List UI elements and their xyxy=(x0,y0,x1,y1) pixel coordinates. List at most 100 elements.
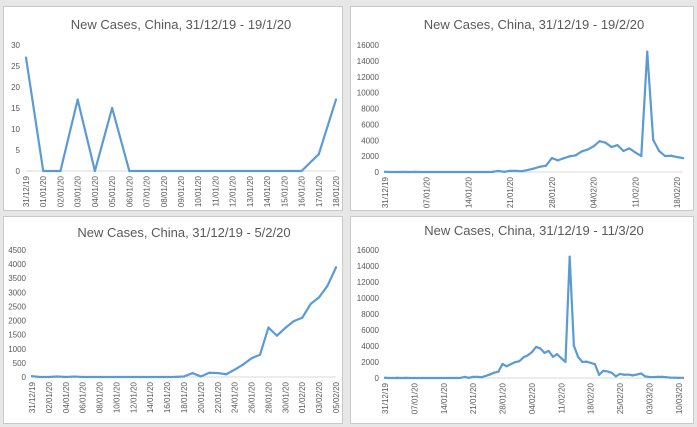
series-line xyxy=(383,50,685,174)
data-point xyxy=(597,373,601,376)
data-point xyxy=(532,167,536,170)
data-point xyxy=(560,357,563,360)
y-tick-label: 8000 xyxy=(361,310,379,319)
y-tick-label: 1000 xyxy=(8,345,26,354)
data-point xyxy=(214,169,217,173)
chart-title: New Cases, China, 31/12/19 - 19/2/20 xyxy=(424,17,644,32)
data-point xyxy=(503,170,506,173)
data-point xyxy=(530,351,533,354)
data-point xyxy=(451,376,454,380)
data-point xyxy=(593,362,596,366)
y-tick-label: 2000 xyxy=(8,317,26,326)
data-point xyxy=(248,169,251,173)
data-point xyxy=(233,368,236,371)
data-point xyxy=(669,154,673,157)
data-point xyxy=(421,376,424,380)
data-point xyxy=(568,255,571,258)
data-point xyxy=(166,375,169,379)
data-point xyxy=(90,375,93,379)
x-tick-label: 10/03/20 xyxy=(675,382,684,414)
y-tick-label: 4500 xyxy=(8,246,26,255)
data-point xyxy=(455,170,458,174)
x-tick-label: 07/01/20 xyxy=(423,176,432,208)
x-tick-label: 03/01/20 xyxy=(74,175,83,207)
x-tick-label: 15/01/20 xyxy=(280,175,289,207)
y-tick-label: 0 xyxy=(375,374,380,383)
data-point xyxy=(388,376,391,380)
data-point xyxy=(123,375,126,379)
y-tick-label: 16000 xyxy=(357,41,380,50)
data-point xyxy=(640,154,643,158)
x-tick-label: 31/12/19 xyxy=(381,382,390,414)
x-tick-label: 11/02/20 xyxy=(557,382,566,413)
data-point xyxy=(677,376,680,379)
y-tick-label: 2500 xyxy=(8,302,26,311)
data-point xyxy=(526,354,529,357)
y-tick-label: 3500 xyxy=(8,274,26,283)
data-point xyxy=(284,326,287,329)
data-point xyxy=(628,147,631,150)
series-line xyxy=(383,255,685,380)
x-tick-label: 01/02/20 xyxy=(298,381,307,413)
data-point xyxy=(30,375,34,378)
data-point xyxy=(39,375,42,379)
data-point xyxy=(446,376,450,380)
data-point xyxy=(473,170,476,174)
data-point xyxy=(225,373,228,376)
data-point xyxy=(509,362,513,366)
data-point xyxy=(618,372,622,376)
y-tick-label: 500 xyxy=(13,359,27,368)
data-point xyxy=(576,355,580,358)
data-point xyxy=(646,50,649,53)
data-point xyxy=(652,138,655,141)
data-point xyxy=(300,169,303,173)
data-point xyxy=(631,374,634,377)
data-point xyxy=(598,140,601,143)
data-point xyxy=(326,284,329,287)
data-point xyxy=(616,144,619,147)
chart-panel-3: New Cases, China, 31/12/19 - 5/2/20 0 500 1… xyxy=(3,216,343,424)
data-point xyxy=(115,375,118,379)
data-point xyxy=(437,170,440,174)
data-point xyxy=(396,376,399,379)
data-point xyxy=(467,376,471,379)
data-point xyxy=(515,169,518,172)
x-tick-label: 24/01/20 xyxy=(231,381,240,413)
data-point xyxy=(443,170,446,174)
data-point xyxy=(656,375,659,378)
data-point xyxy=(581,360,584,364)
data-point xyxy=(409,376,412,380)
data-point xyxy=(434,376,437,380)
chart-title: New Cases, China, 31/12/19 - 11/3/20 xyxy=(424,223,643,238)
data-point xyxy=(572,344,575,347)
x-tick-label: 31/12/19 xyxy=(28,381,37,413)
x-tick-label: 09/01/20 xyxy=(177,175,186,207)
x-tick-label: 20/01/20 xyxy=(197,381,206,413)
data-point xyxy=(488,373,492,376)
line-chart-3: New Cases, China, 31/12/19 - 5/2/20 0 500 1… xyxy=(8,225,341,413)
data-point xyxy=(673,376,676,379)
y-tick-label: 30 xyxy=(11,41,20,50)
data-point xyxy=(47,375,50,379)
x-tick-label: 25/02/20 xyxy=(616,382,625,414)
data-point xyxy=(431,170,434,174)
y-tick-label: 6000 xyxy=(361,326,379,335)
y-tick-label: 2000 xyxy=(361,358,379,367)
y-tick-label: 0 xyxy=(16,167,21,176)
data-point xyxy=(145,169,148,173)
x-tick-label: 26/01/20 xyxy=(248,381,257,413)
data-point xyxy=(81,375,84,379)
x-tick-label: 14/01/20 xyxy=(263,175,272,207)
data-point xyxy=(111,106,114,110)
data-point xyxy=(407,170,410,174)
data-point xyxy=(59,169,62,173)
x-tick-label: 31/12/19 xyxy=(22,175,31,207)
data-point xyxy=(334,98,338,101)
data-point xyxy=(56,375,59,378)
data-point xyxy=(562,157,565,160)
data-point xyxy=(197,169,200,173)
x-tick-label: 04/01/20 xyxy=(91,175,100,207)
x-tick-label: 10/01/20 xyxy=(194,175,203,207)
data-point xyxy=(383,170,387,173)
data-point xyxy=(509,169,512,172)
